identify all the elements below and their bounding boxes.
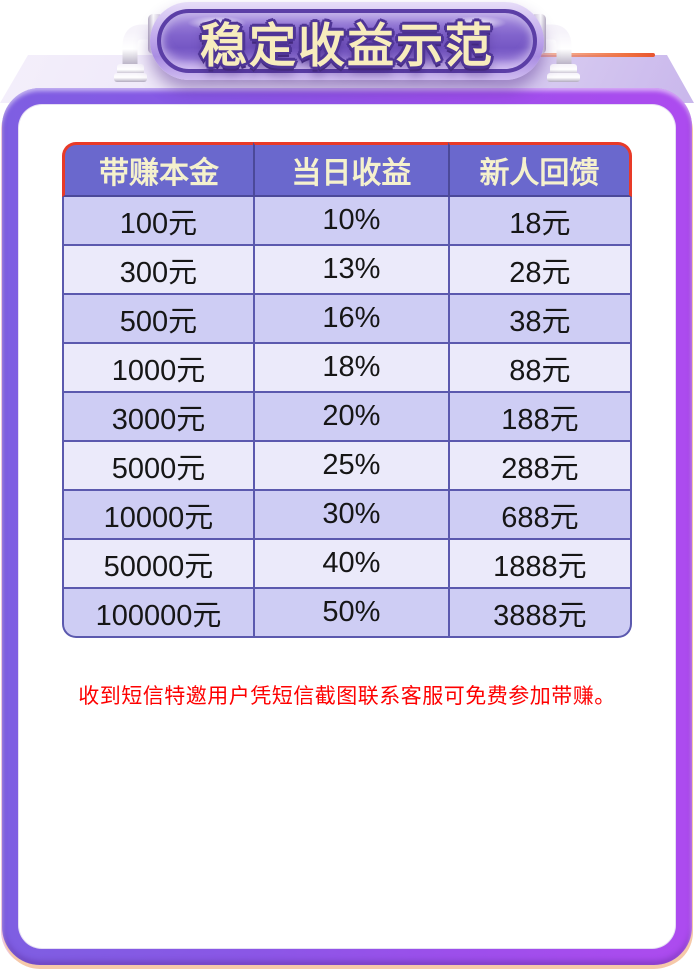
table-cell: 50000元 — [62, 540, 253, 589]
column-header-daily-return: 当日收益 — [252, 142, 448, 197]
table-cell: 88元 — [447, 344, 632, 393]
table-row: 100元 10% 18元 — [62, 197, 632, 246]
table-row: 100000元 50% 3888元 — [62, 589, 632, 638]
table-cell: 100000元 — [62, 589, 253, 638]
table-cell: 5000元 — [62, 442, 253, 491]
banner-body — [157, 9, 537, 73]
notice-text: 收到短信特邀用户凭短信截图联系客服可免费参加带赚。 — [78, 685, 616, 708]
table-cell: 40% — [252, 540, 448, 589]
table-cell: 13% — [252, 246, 448, 295]
table-header-row: 带赚本金 当日收益 新人回馈 — [62, 142, 632, 197]
table-cell: 10% — [252, 197, 448, 246]
table-cell: 25% — [252, 442, 448, 491]
table-cell: 16% — [252, 295, 448, 344]
table-row: 1000元 18% 88元 — [62, 344, 632, 393]
table-cell: 3888元 — [447, 589, 632, 638]
table-cell: 3000元 — [62, 393, 253, 442]
table-cell: 1888元 — [447, 540, 632, 589]
table-row: 300元 13% 28元 — [62, 246, 632, 295]
table-row: 5000元 25% 288元 — [62, 442, 632, 491]
table-cell: 1000元 — [62, 344, 253, 393]
title-banner: 稳定收益示范 — [150, 2, 544, 80]
income-table: 带赚本金 当日收益 新人回馈 100元 10% 18元 300元 13% 28元 500元 1… — [62, 142, 632, 638]
income-table-header: 带赚本金 当日收益 新人回馈 — [62, 142, 632, 197]
table-cell: 50% — [252, 589, 448, 638]
table-cell: 188元 — [447, 393, 632, 442]
column-header-principal: 带赚本金 — [62, 142, 253, 197]
table-row: 50000元 40% 1888元 — [62, 540, 632, 589]
table-cell: 10000元 — [62, 491, 253, 540]
table-cell: 500元 — [62, 295, 253, 344]
table-cell: 300元 — [62, 246, 253, 295]
column-header-newcomer-reward: 新人回馈 — [447, 142, 632, 197]
table-cell: 20% — [252, 393, 448, 442]
table-cell: 688元 — [447, 491, 632, 540]
table-cell: 18% — [252, 344, 448, 393]
table-row: 3000元 20% 188元 — [62, 393, 632, 442]
table-row: 500元 16% 38元 — [62, 295, 632, 344]
banner-gloss-highlight — [187, 16, 247, 30]
table-cell: 30% — [252, 491, 448, 540]
table-cell: 28元 — [447, 246, 632, 295]
page-title: 稳定收益示范 — [200, 18, 494, 72]
table-cell: 38元 — [447, 295, 632, 344]
table-row: 10000元 30% 688元 — [62, 491, 632, 540]
table-cell: 288元 — [447, 442, 632, 491]
banner-gloss-highlight — [447, 16, 507, 30]
table-cell: 100元 — [62, 197, 253, 246]
income-table-body: 100元 10% 18元 300元 13% 28元 500元 16% 38元 1000元 18% 88… — [62, 197, 632, 638]
table-cell: 18元 — [447, 197, 632, 246]
